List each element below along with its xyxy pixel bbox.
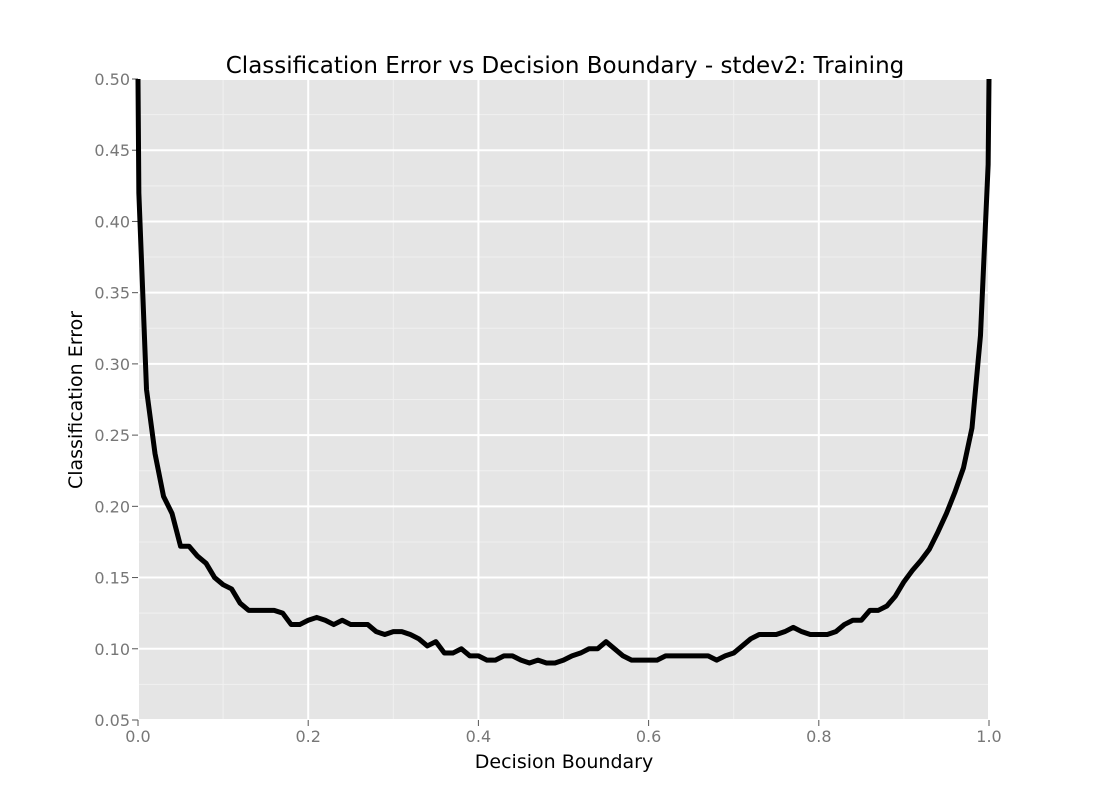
x-tick-label: 1.0 bbox=[976, 727, 1001, 746]
y-tick-label: 0.25 bbox=[94, 426, 130, 445]
x-tick-label: 0.0 bbox=[125, 727, 150, 746]
x-axis-ticks: 0.0 0.2 0.4 0.6 0.8 1.0 bbox=[125, 720, 1002, 746]
y-tick-label: 0.45 bbox=[94, 141, 130, 160]
x-tick-label: 0.4 bbox=[466, 727, 491, 746]
y-tick-label: 0.30 bbox=[94, 355, 130, 374]
y-tick-label: 0.05 bbox=[94, 711, 130, 730]
x-axis-label: Decision Boundary bbox=[475, 751, 653, 773]
y-tick-label: 0.15 bbox=[94, 569, 130, 588]
y-axis-ticks: 0.05 0.10 0.15 0.20 0.25 0.30 0.35 0.40 0.45 0.50 bbox=[94, 70, 138, 730]
minor-grid bbox=[138, 79, 989, 720]
y-tick-label: 0.35 bbox=[94, 284, 130, 303]
x-tick-label: 0.2 bbox=[295, 727, 320, 746]
x-tick-label: 0.8 bbox=[806, 727, 831, 746]
y-tick-label: 0.20 bbox=[94, 497, 130, 516]
chart-title: Classification Error vs Decision Boundar… bbox=[226, 53, 905, 79]
y-tick-label: 0.10 bbox=[94, 640, 130, 659]
y-tick-label: 0.40 bbox=[94, 212, 130, 231]
y-axis-label: Classification Error bbox=[65, 311, 87, 489]
series-line bbox=[135, 78, 992, 666]
y-tick-label: 0.50 bbox=[94, 70, 130, 89]
x-tick-label: 0.6 bbox=[636, 727, 661, 746]
major-grid bbox=[137, 78, 990, 721]
